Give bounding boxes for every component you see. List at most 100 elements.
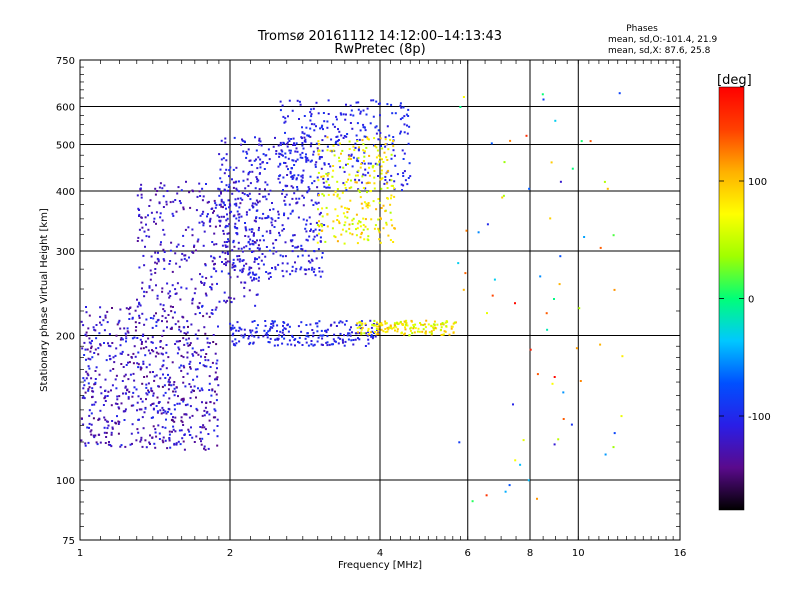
- data-point: [161, 187, 164, 190]
- data-point: [319, 240, 322, 243]
- data-point: [292, 186, 295, 189]
- data-point: [365, 205, 368, 208]
- data-point: [144, 439, 147, 442]
- data-point: [226, 245, 229, 248]
- data-point: [141, 382, 144, 385]
- data-point: [210, 275, 213, 278]
- data-point: [168, 408, 171, 411]
- data-point: [197, 238, 200, 241]
- data-point: [281, 331, 284, 334]
- data-point: [491, 294, 494, 297]
- data-point: [271, 320, 274, 323]
- data-point: [291, 239, 294, 242]
- data-point: [85, 311, 88, 314]
- data-point: [289, 170, 292, 173]
- data-point: [163, 267, 166, 270]
- data-point: [99, 441, 102, 444]
- data-point: [273, 226, 276, 228]
- data-point: [140, 221, 143, 224]
- data-point: [190, 323, 193, 326]
- data-point: [255, 330, 258, 333]
- data-point: [294, 261, 296, 264]
- data-point: [269, 232, 272, 235]
- data-point: [298, 100, 301, 103]
- data-point: [306, 332, 309, 335]
- data-point: [363, 155, 366, 158]
- data-point: [603, 180, 606, 183]
- data-point: [147, 382, 150, 385]
- data-point: [151, 326, 154, 329]
- data-point: [169, 260, 172, 262]
- data-point: [264, 320, 267, 322]
- data-point: [326, 126, 329, 129]
- data-point: [225, 219, 228, 222]
- data-point: [156, 410, 159, 413]
- data-point: [100, 392, 103, 395]
- data-point: [396, 328, 399, 331]
- data-point: [183, 332, 186, 335]
- data-point: [367, 181, 370, 184]
- data-point: [346, 163, 349, 165]
- data-point: [290, 185, 293, 188]
- data-point: [232, 265, 235, 268]
- data-point: [327, 178, 330, 181]
- data-point: [301, 142, 304, 144]
- data-point: [134, 329, 137, 332]
- data-point: [159, 216, 162, 219]
- data-point: [153, 217, 156, 220]
- data-point: [313, 268, 316, 271]
- data-point: [121, 338, 124, 341]
- data-point: [279, 254, 282, 257]
- data-point: [402, 175, 405, 177]
- data-point: [233, 214, 236, 217]
- data-point: [186, 351, 189, 354]
- data-point: [411, 332, 414, 335]
- data-point: [130, 356, 133, 359]
- data-point: [202, 224, 205, 227]
- data-point: [262, 212, 265, 215]
- data-point: [141, 281, 144, 284]
- data-point: [251, 204, 254, 207]
- data-point: [253, 320, 256, 322]
- data-point: [85, 334, 88, 337]
- data-point: [164, 439, 167, 442]
- data-point: [303, 136, 306, 139]
- data-point: [218, 300, 221, 303]
- data-point: [275, 152, 278, 155]
- data-point: [210, 255, 213, 258]
- data-point: [225, 264, 227, 267]
- data-point: [232, 343, 235, 346]
- data-point: [364, 324, 367, 326]
- data-point: [419, 322, 421, 324]
- data-point: [276, 330, 278, 333]
- data-point: [209, 286, 212, 288]
- data-point: [317, 153, 320, 156]
- data-point: [94, 378, 97, 380]
- data-point: [326, 341, 329, 344]
- data-point: [356, 122, 359, 125]
- data-point: [346, 216, 349, 219]
- data-point: [93, 403, 96, 406]
- data-point: [251, 239, 254, 242]
- data-point: [214, 378, 216, 381]
- data-point: [304, 268, 307, 271]
- data-point: [373, 182, 376, 185]
- data-point: [349, 122, 352, 124]
- data-point: [177, 340, 180, 343]
- data-point: [248, 343, 251, 346]
- data-point: [263, 168, 266, 170]
- data-point: [508, 484, 511, 487]
- data-point: [296, 246, 298, 249]
- data-point: [234, 338, 237, 341]
- data-point: [284, 120, 287, 123]
- data-point: [387, 148, 390, 151]
- data-point: [307, 159, 310, 162]
- data-point: [298, 336, 301, 339]
- data-point: [103, 416, 106, 419]
- data-point: [167, 380, 170, 383]
- data-point: [203, 426, 206, 429]
- data-point: [391, 327, 394, 330]
- data-point: [383, 151, 386, 154]
- data-point: [178, 328, 181, 331]
